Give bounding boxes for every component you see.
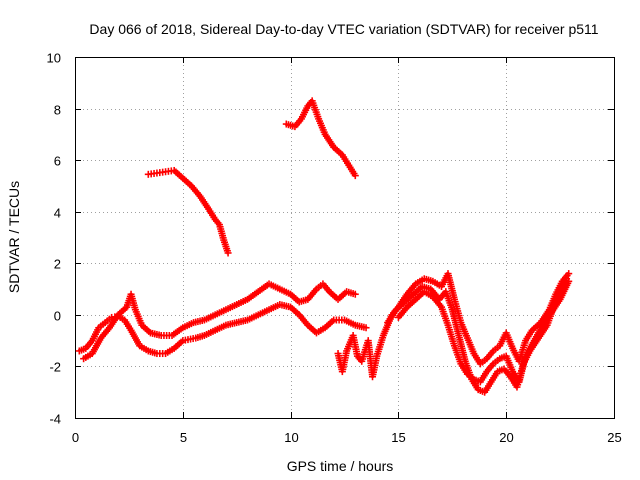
x-tick-label: 0 [72, 430, 79, 445]
tick-labels: 0 5 10 15 20 25 -4 -2 0 2 4 6 8 10 [47, 51, 622, 446]
x-tick-label: 15 [391, 430, 405, 445]
y-tick-label: -2 [49, 360, 61, 375]
data-point [351, 290, 359, 298]
y-tick-label: -4 [49, 412, 61, 427]
x-tick-label: 20 [499, 430, 513, 445]
ticks [75, 57, 615, 419]
data-point [224, 249, 232, 257]
y-tick-label: 6 [54, 154, 61, 169]
chart-title: Day 066 of 2018, Sidereal Day-to-day VTE… [89, 21, 598, 37]
data-points [75, 97, 573, 396]
data-point [351, 172, 359, 180]
plot-frame [75, 57, 615, 419]
x-tick-label: 5 [180, 430, 187, 445]
x-tick-label: 25 [607, 430, 621, 445]
data-point [362, 324, 370, 332]
y-tick-label: 0 [54, 309, 61, 324]
y-tick-label: 8 [54, 103, 61, 118]
y-tick-label: 10 [47, 51, 61, 66]
y-axis-label: SDTVAR / TECUs [6, 181, 22, 293]
x-tick-label: 10 [284, 430, 298, 445]
x-axis-label: GPS time / hours [287, 458, 394, 474]
data-point [565, 277, 573, 285]
data-point [565, 270, 573, 278]
y-tick-label: 2 [54, 257, 61, 272]
y-tick-label: 4 [54, 206, 61, 221]
